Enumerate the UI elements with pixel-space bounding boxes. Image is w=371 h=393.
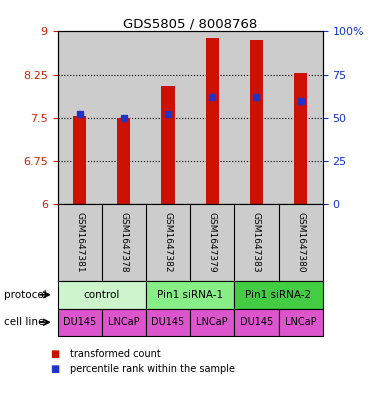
Text: percentile rank within the sample: percentile rank within the sample	[70, 364, 236, 375]
Bar	[234, 281, 323, 309]
Bar	[58, 309, 102, 336]
Bar	[102, 309, 146, 336]
Text: cell line: cell line	[4, 317, 44, 327]
Text: ■: ■	[50, 349, 59, 359]
Text: DU145: DU145	[151, 317, 185, 327]
Text: LNCaP: LNCaP	[108, 317, 139, 327]
Bar	[161, 86, 175, 204]
Text: LNCaP: LNCaP	[285, 317, 316, 327]
Text: DU145: DU145	[63, 317, 96, 327]
Text: protocol: protocol	[4, 290, 46, 300]
Text: GSM1647382: GSM1647382	[164, 213, 173, 273]
Bar	[58, 281, 146, 309]
Text: GSM1647383: GSM1647383	[252, 212, 261, 273]
Text: ■: ■	[50, 364, 59, 375]
Bar	[73, 116, 86, 204]
Bar	[190, 309, 234, 336]
Bar	[279, 309, 323, 336]
Bar	[146, 281, 234, 309]
Text: GSM1647381: GSM1647381	[75, 212, 84, 273]
Bar	[117, 118, 131, 204]
Bar	[146, 309, 190, 336]
Bar	[234, 309, 279, 336]
Bar	[294, 73, 307, 204]
Text: GSM1647378: GSM1647378	[119, 212, 128, 273]
Text: GSM1647379: GSM1647379	[208, 212, 217, 273]
Title: GDS5805 / 8008768: GDS5805 / 8008768	[123, 17, 257, 30]
Text: control: control	[83, 290, 120, 300]
Text: Pin1 siRNA-2: Pin1 siRNA-2	[246, 290, 312, 300]
Text: GSM1647380: GSM1647380	[296, 212, 305, 273]
Text: LNCaP: LNCaP	[196, 317, 228, 327]
Text: Pin1 siRNA-1: Pin1 siRNA-1	[157, 290, 223, 300]
Text: DU145: DU145	[240, 317, 273, 327]
Bar	[206, 39, 219, 204]
Text: transformed count: transformed count	[70, 349, 161, 359]
Bar	[250, 40, 263, 204]
